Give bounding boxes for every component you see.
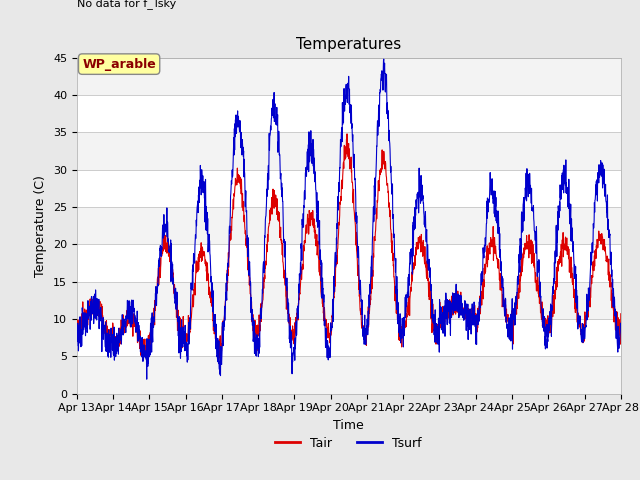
Tsurf [338, 128, 346, 134]
Tair [502, 302, 509, 308]
Tsurf [502, 296, 509, 302]
Tsurf [602, 181, 609, 187]
Tair [602, 244, 609, 250]
Bar [77, 132, 621, 169]
Bar [77, 207, 621, 244]
X-axis label: Time: Time [333, 419, 364, 432]
Line: Tsurf: Tsurf [77, 59, 621, 379]
Legend: Tair, Tsurf: Tair, Tsurf [271, 432, 427, 455]
Tsurf [323, 355, 331, 360]
Text: WP_arable: WP_arable [82, 58, 156, 71]
Tair [338, 177, 346, 183]
Text: No data for f_Tsky
No data for f_Tsky: No data for f_Tsky No data for f_Tsky [77, 0, 176, 9]
Line: Tair: Tair [77, 134, 621, 364]
Tair [617, 311, 625, 317]
Tsurf [617, 322, 625, 328]
Title: Temperatures: Temperatures [296, 37, 401, 52]
Tair [602, 250, 609, 256]
Y-axis label: Temperature (C): Temperature (C) [35, 175, 47, 276]
Tsurf [143, 376, 150, 382]
Tair [215, 361, 223, 367]
Tair [343, 131, 351, 137]
Tair [100, 323, 108, 329]
Tair [73, 332, 81, 337]
Bar [77, 356, 621, 394]
Bar [77, 282, 621, 319]
Tsurf [73, 343, 81, 348]
Tsurf [380, 56, 388, 62]
Tsurf [100, 324, 108, 330]
Bar [77, 58, 621, 95]
Tair [323, 333, 331, 338]
Tsurf [602, 188, 609, 193]
